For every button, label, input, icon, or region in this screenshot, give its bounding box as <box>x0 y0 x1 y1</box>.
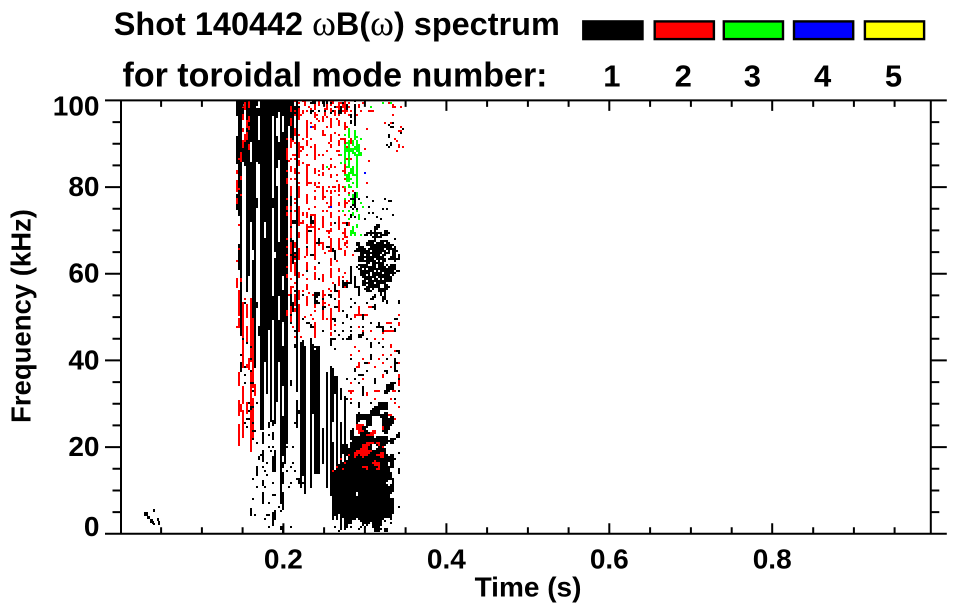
svg-text:Frequency (kHz): Frequency (kHz) <box>6 209 37 423</box>
svg-text:Shot 140442 ωB(ω) spectrum: Shot 140442 ωB(ω) spectrum <box>114 3 560 43</box>
svg-text:0.8: 0.8 <box>753 544 792 575</box>
svg-text:100: 100 <box>53 91 100 122</box>
svg-text:0: 0 <box>84 511 100 542</box>
svg-text:60: 60 <box>68 258 99 289</box>
svg-text:0.6: 0.6 <box>590 544 629 575</box>
svg-text:1: 1 <box>603 58 620 93</box>
svg-text:3: 3 <box>744 58 761 93</box>
svg-text:20: 20 <box>68 431 99 462</box>
svg-text:0.2: 0.2 <box>264 544 303 575</box>
svg-text:0.4: 0.4 <box>427 544 466 575</box>
svg-text:2: 2 <box>675 58 692 93</box>
svg-text:5: 5 <box>885 58 902 93</box>
svg-text:for toroidal mode number:: for toroidal mode number: <box>123 57 548 95</box>
svg-text:4: 4 <box>814 58 832 93</box>
svg-text:40: 40 <box>68 344 99 375</box>
svg-text:Time (s): Time (s) <box>475 571 582 602</box>
svg-text:80: 80 <box>68 171 99 202</box>
